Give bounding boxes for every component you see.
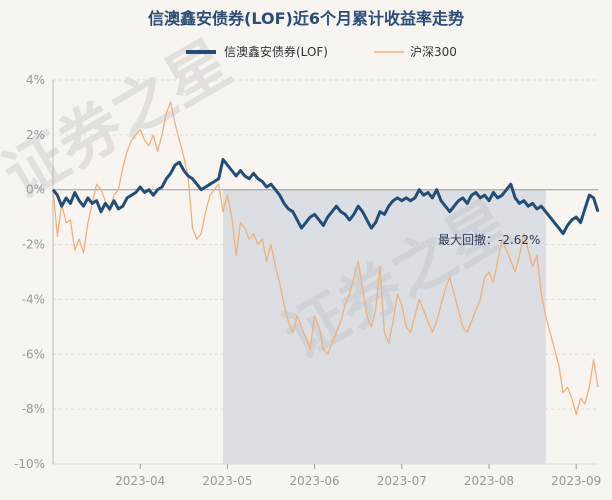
y-tick-label: 0% [26,183,45,197]
legend: 信澳鑫安债券(LOF) 沪深300 [186,44,457,59]
y-tick-label: -8% [22,402,45,416]
y-tick-label: -10% [14,457,45,471]
y-tick-label: 4% [26,73,45,87]
x-tick-label: 2023-07 [377,474,427,488]
legend-label-index: 沪深300 [410,45,457,59]
x-tick-label: 2023-09 [551,474,601,488]
x-tick-label: 2023-05 [202,474,252,488]
x-tick-label: 2023-06 [290,474,340,488]
y-tick-label: -2% [22,238,45,252]
x-tick-label: 2023-08 [464,474,514,488]
legend-label-fund: 信澳鑫安债券(LOF) [224,44,328,59]
y-tick-label: -4% [22,292,45,306]
series-line-csi300 [52,101,599,416]
y-tick-label: 2% [26,128,45,142]
series-line-fund [51,158,600,236]
y-axis: 4% 2% 0% -2% -4% -6% -8% -10% [14,73,45,471]
x-axis: 2023-04 2023-05 2023-06 2023-07 2023-08 2023-… [115,464,601,488]
x-tick-label: 2023-04 [115,474,165,488]
y-tick-label: -6% [22,347,45,361]
chart-title: 信澳鑫安债券(LOF)近6个月累计收益率走势 [148,9,464,28]
max-drawdown-label: 最大回撤：-2.62% [438,232,540,247]
